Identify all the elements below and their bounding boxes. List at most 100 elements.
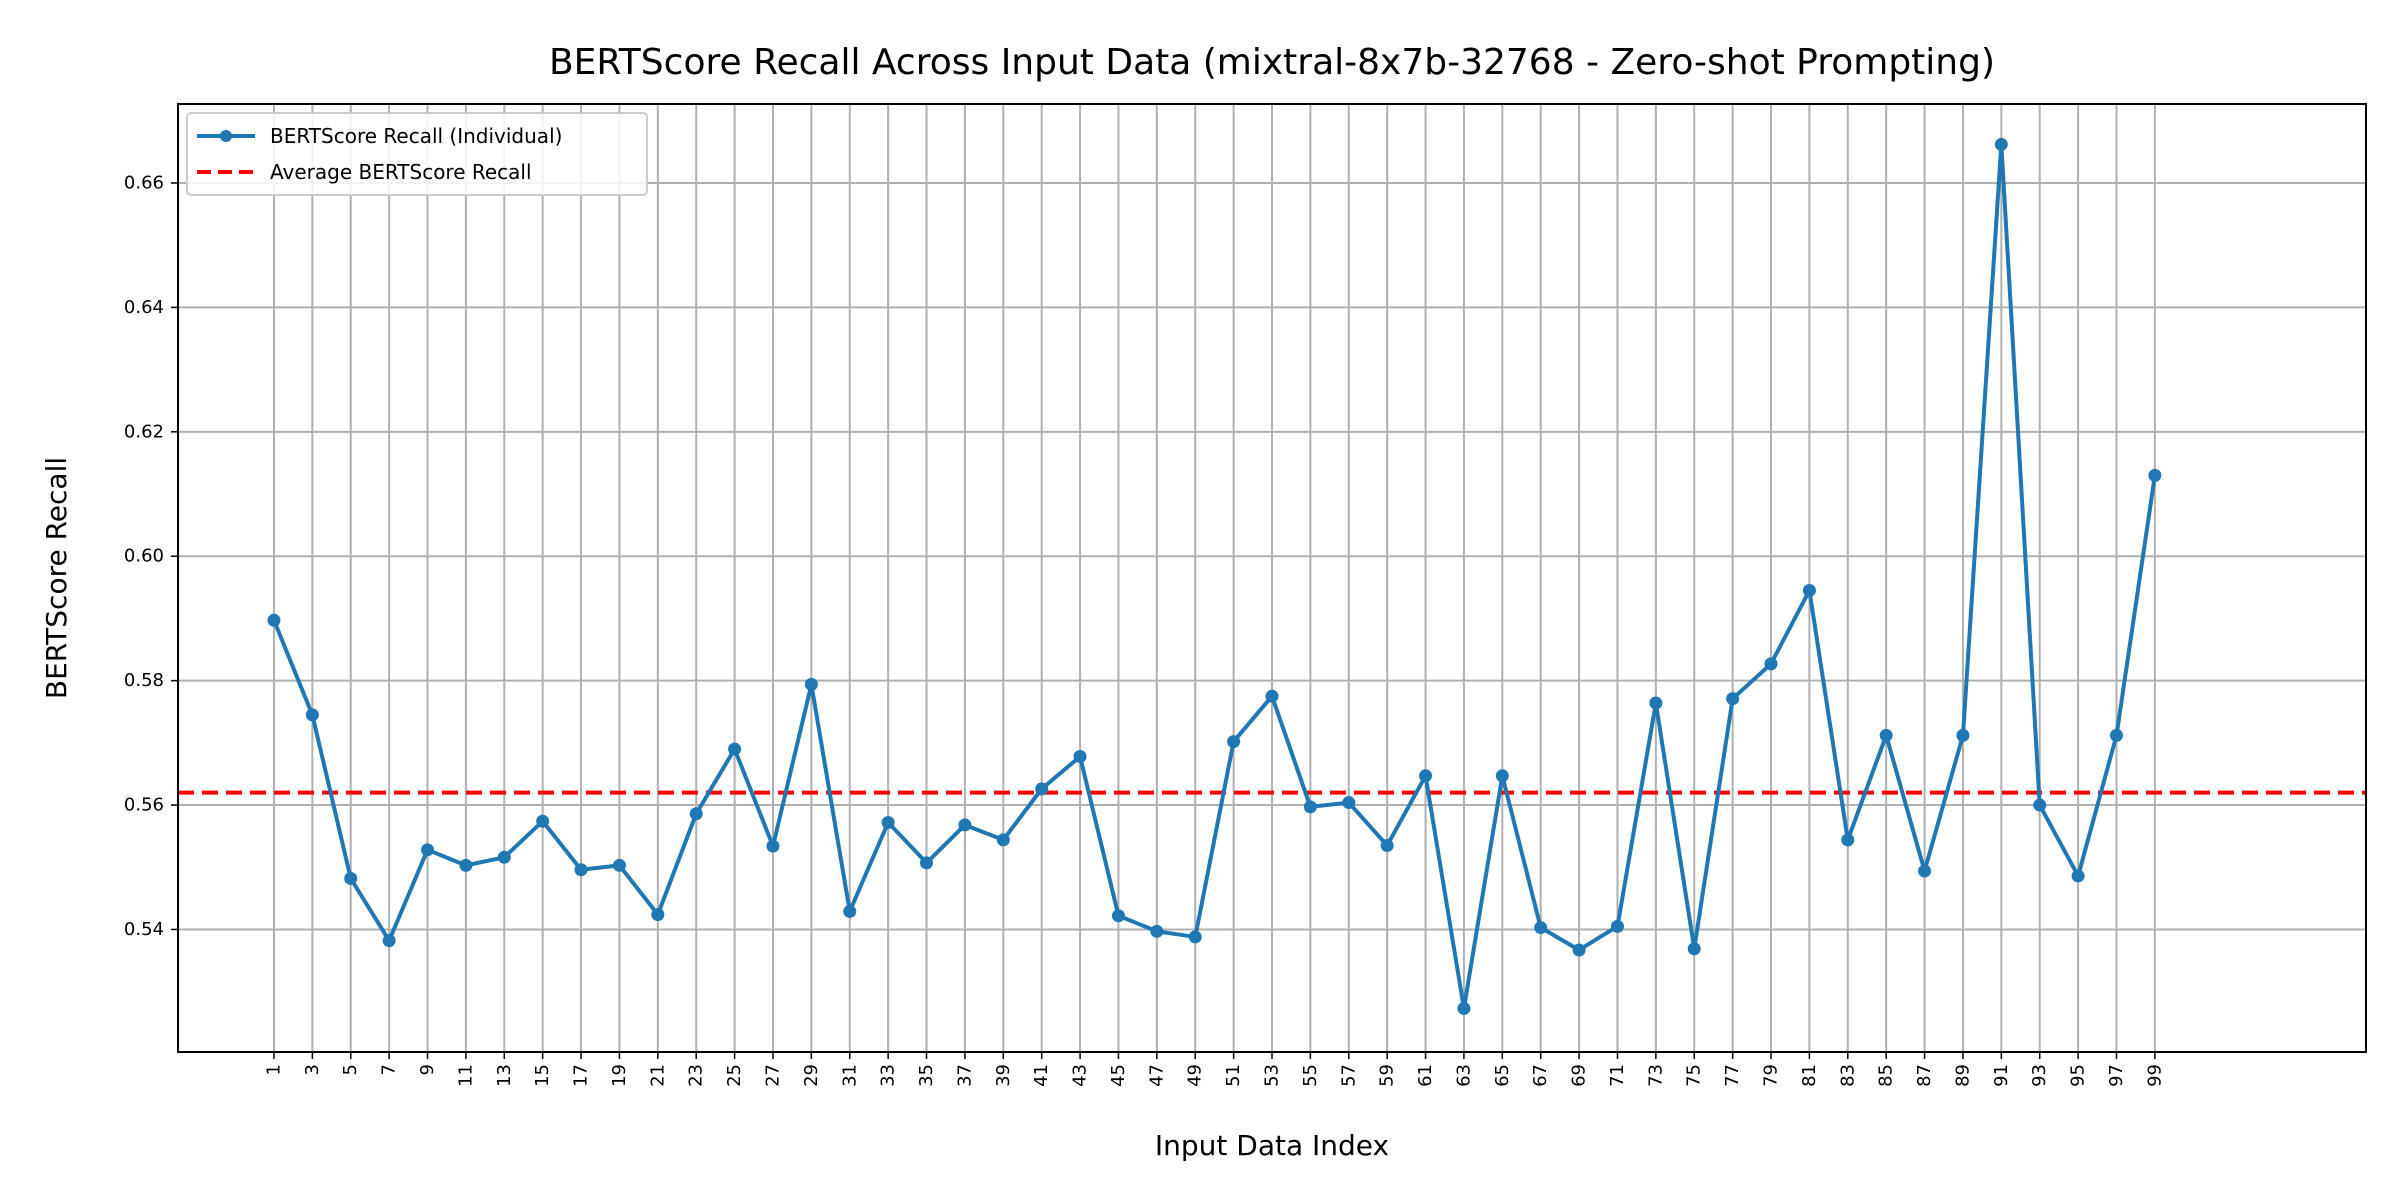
x-tick-label: 13	[494, 1064, 515, 1087]
x-tick-label: 71	[1607, 1064, 1628, 1087]
data-point	[459, 858, 473, 872]
x-tick-label: 55	[1300, 1064, 1321, 1087]
data-point	[2071, 869, 2085, 883]
x-tick-label: 53	[1262, 1064, 1283, 1087]
x-tick-label: 85	[1876, 1064, 1897, 1087]
data-point	[1841, 833, 1855, 847]
x-tick-label: 43	[1070, 1064, 1091, 1087]
x-tick-label: 65	[1492, 1064, 1513, 1087]
x-tick-label: 59	[1377, 1064, 1398, 1087]
x-tick-label: 99	[2144, 1064, 2165, 1087]
x-axis-ticks: 1 3 5 7 9 11 13 15 17 19 21 23 25 27 29 31 33 35 37 39 41 43 4…	[263, 1052, 2165, 1087]
data-point	[1111, 909, 1125, 923]
data-point	[996, 833, 1010, 847]
x-tick-label: 5	[340, 1064, 361, 1075]
data-point	[536, 814, 550, 828]
y-tick-label: 0.58	[124, 670, 164, 691]
x-tick-label: 21	[647, 1064, 668, 1087]
x-tick-label: 57	[1338, 1064, 1359, 1087]
legend-box	[186, 112, 648, 196]
y-tick-label: 0.60	[124, 546, 164, 567]
y-tick-label: 0.64	[124, 297, 164, 318]
data-point	[1918, 864, 1932, 878]
data-point	[1342, 796, 1356, 810]
data-point	[843, 904, 857, 918]
x-tick-label: 1	[263, 1064, 284, 1075]
data-point	[2109, 728, 2123, 742]
chart-title: BERTScore Recall Across Input Data (mixt…	[549, 42, 1995, 83]
data-point	[1265, 689, 1279, 703]
grid-lines	[178, 104, 2366, 1052]
data-point	[1035, 782, 1049, 796]
x-tick-label: 23	[686, 1064, 707, 1087]
data-point	[574, 863, 588, 877]
x-tick-label: 77	[1722, 1064, 1743, 1087]
x-tick-label: 15	[532, 1064, 553, 1087]
data-point	[920, 856, 934, 870]
x-tick-label: 69	[1569, 1064, 1590, 1087]
data-point	[728, 742, 742, 756]
data-point	[612, 858, 626, 872]
x-tick-label: 93	[2029, 1064, 2050, 1087]
x-tick-label: 63	[1453, 1064, 1474, 1087]
x-tick-label: 31	[839, 1064, 860, 1087]
x-tick-label: 37	[954, 1064, 975, 1087]
data-point	[2148, 468, 2162, 482]
data-point	[497, 850, 511, 864]
legend-average-label: Average BERTScore Recall	[270, 160, 532, 184]
x-tick-label: 49	[1185, 1064, 1206, 1087]
data-point	[1457, 1001, 1471, 1015]
y-tick-label: 0.56	[124, 795, 164, 816]
data-point	[881, 815, 895, 829]
data-point	[958, 818, 972, 832]
series-line-individual	[272, 142, 2157, 1011]
x-tick-label: 75	[1684, 1064, 1705, 1087]
x-tick-label: 41	[1031, 1064, 1052, 1087]
x-tick-label: 83	[1837, 1064, 1858, 1087]
data-point	[1380, 838, 1394, 852]
legend-individual-marker	[220, 130, 232, 142]
data-point	[1534, 921, 1548, 935]
x-tick-label: 39	[993, 1064, 1014, 1087]
data-point	[344, 871, 358, 885]
x-tick-label: 25	[724, 1064, 745, 1087]
data-point	[305, 708, 319, 722]
x-tick-label: 95	[2068, 1064, 2089, 1087]
legend: BERTScore Recall (Individual) Average BE…	[186, 112, 648, 196]
x-tick-label: 73	[1645, 1064, 1666, 1087]
data-point	[1188, 930, 1202, 944]
x-tick-label: 47	[1146, 1064, 1167, 1087]
data-point	[267, 613, 281, 627]
y-tick-label: 0.66	[124, 173, 164, 194]
data-point	[1419, 769, 1433, 783]
data-point	[2033, 798, 2047, 812]
x-tick-label: 19	[609, 1064, 630, 1087]
data-point	[804, 677, 818, 691]
data-point	[1879, 728, 1893, 742]
data-point	[1956, 728, 1970, 742]
legend-individual-label: BERTScore Recall (Individual)	[270, 124, 562, 148]
data-point	[1150, 924, 1164, 938]
x-axis-label: Input Data Index	[1155, 1129, 1389, 1162]
data-point	[1649, 696, 1663, 710]
data-point	[1994, 137, 2008, 151]
x-tick-label: 91	[1991, 1064, 2012, 1087]
data-point	[1726, 692, 1740, 706]
data-point	[766, 839, 780, 853]
x-tick-label: 27	[762, 1064, 783, 1087]
x-tick-label: 45	[1108, 1064, 1129, 1087]
series-layer	[267, 137, 2162, 1015]
data-point	[1303, 800, 1317, 814]
data-point	[1227, 735, 1241, 749]
x-tick-label: 11	[455, 1064, 476, 1087]
x-tick-label: 7	[379, 1064, 400, 1075]
y-tick-label: 0.54	[124, 919, 164, 940]
data-point	[1687, 942, 1701, 956]
x-tick-label: 89	[1952, 1064, 1973, 1087]
x-tick-label: 9	[417, 1064, 438, 1075]
data-point	[689, 807, 703, 821]
data-point	[1610, 919, 1624, 933]
data-point	[421, 843, 435, 857]
x-tick-label: 3	[302, 1064, 323, 1075]
x-tick-label: 87	[1914, 1064, 1935, 1087]
